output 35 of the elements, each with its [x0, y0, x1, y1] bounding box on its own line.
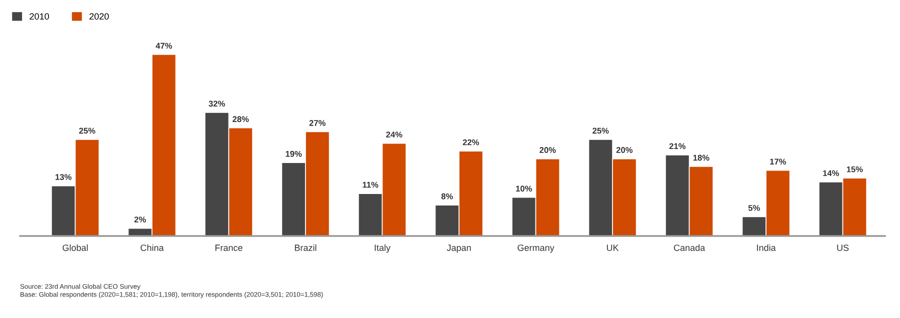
data-label: 18% [693, 154, 710, 161]
data-label: 15% [846, 166, 863, 172]
x-tick-label: UK [606, 244, 619, 251]
data-label: 2% [134, 216, 146, 222]
x-tick-label: Japan [446, 244, 471, 253]
x-tick-label: US [837, 244, 849, 251]
data-label: 14% [823, 170, 840, 176]
x-tick-label: France [215, 244, 242, 251]
data-label: 22% [462, 139, 480, 146]
x-tick-label: Global [62, 244, 88, 251]
data-label: 13% [56, 174, 72, 180]
legend-label: 2010 [30, 13, 50, 20]
data-label: 24% [386, 132, 402, 138]
x-tick-label: Brazil [294, 244, 316, 251]
x-tick-label: Canada [674, 244, 706, 251]
data-label: 25% [592, 128, 609, 134]
x-tick-label: China [140, 244, 164, 251]
x-tick-label: Italy [374, 244, 391, 253]
data-label: 20% [540, 147, 556, 153]
data-label: 20% [616, 147, 633, 153]
data-label: 32% [208, 100, 225, 107]
data-label: 10% [516, 186, 532, 192]
legend-label: 2020 [90, 13, 109, 20]
data-label: 5% [748, 205, 760, 211]
data-label: 11% [362, 182, 378, 188]
data-label: 19% [286, 150, 302, 157]
data-label: 47% [156, 42, 172, 49]
x-tick-label: India [757, 244, 776, 251]
data-label: 27% [309, 120, 326, 126]
data-label: 8% [441, 193, 453, 200]
data-label: 25% [79, 128, 96, 134]
x-tick-label: Germany [518, 244, 554, 253]
data-label: 17% [770, 158, 786, 165]
data-label: 28% [232, 116, 249, 122]
data-label: 21% [669, 143, 686, 150]
